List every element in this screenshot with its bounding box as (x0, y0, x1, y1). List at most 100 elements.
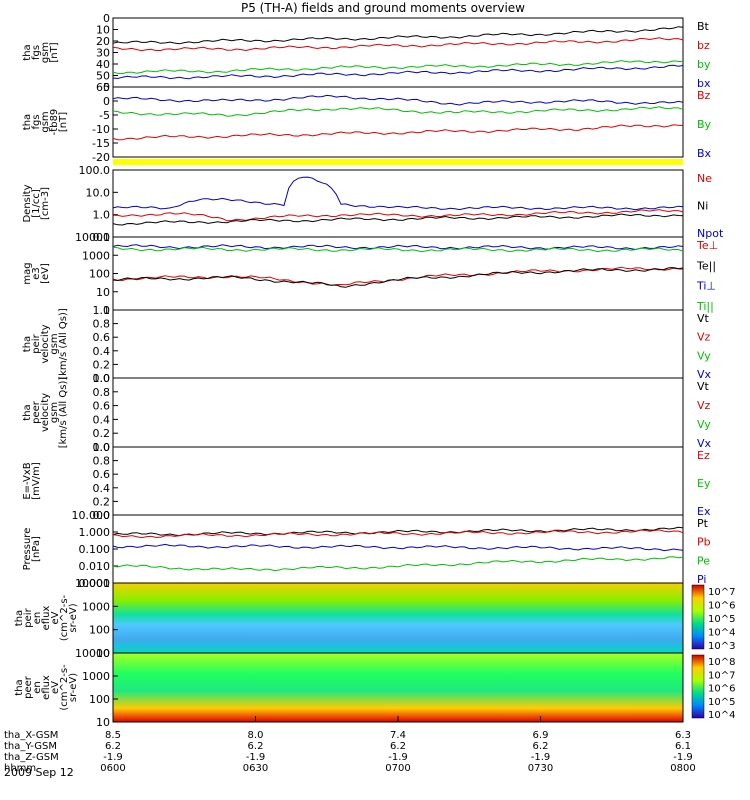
y-tick-label: 10 (96, 647, 110, 660)
y-axis-label: en (32, 612, 43, 625)
panel-frame (112, 86, 684, 158)
x-axis-value: 0600 (100, 763, 125, 774)
y-tick-label: 10.000 (72, 509, 111, 522)
x-axis-value: 6.9 (533, 730, 549, 741)
legend-item: Ey (697, 477, 711, 490)
legend-item: Pi (697, 573, 706, 586)
x-axis-value: -1.9 (673, 752, 693, 763)
y-tick-label: 0.010 (79, 560, 111, 573)
x-axis-row-label: hhmm (4, 763, 36, 774)
y-tick-label: 0.1 (93, 231, 111, 244)
y-tick-label: 10000 (75, 577, 110, 590)
y-tick-label: -20 (92, 151, 110, 164)
y-axis-label: eV (50, 611, 61, 624)
panel-5: 1.00.80.60.40.20.0thapeervelocitygsm[km/… (22, 372, 712, 454)
x-axis-value: 8.5 (105, 730, 121, 741)
y-tick-label: 60 (96, 81, 110, 94)
y-tick-label: 1.0 (93, 372, 111, 385)
y-tick-label: 1 (103, 304, 110, 317)
y-axis-label: [1/cc] (31, 189, 42, 218)
legend-item: Ti⊥ (696, 280, 716, 293)
x-axis-value: 6.3 (675, 730, 691, 741)
date-label: 2009 Sep 12 (4, 766, 74, 779)
y-tick-label: 20 (96, 35, 110, 48)
legend-item: Ez (697, 449, 710, 462)
x-axis-value: -1.9 (531, 752, 551, 763)
x-axis-value: 7.4 (390, 730, 406, 741)
series-line-pb (112, 529, 684, 539)
y-axis-label: peer (31, 400, 42, 424)
legend-item: Vx (697, 368, 712, 381)
series-line-bx (112, 124, 684, 141)
colorbar-tick: 10^4 (708, 628, 735, 639)
y-axis-label: eflux (41, 606, 52, 631)
series-line-te (112, 246, 684, 253)
x-axis-value: -1.9 (388, 752, 408, 763)
panel-frame (112, 309, 684, 379)
y-axis-label: [cm-3] (40, 187, 51, 220)
panel-9: 10^8 10^7 10^6 10^5 10^4 10000 1000 100 10 thapee… (14, 647, 735, 729)
y-tick-label: 0.8 (93, 386, 111, 399)
y-axis-label: en (32, 681, 43, 694)
y-tick-label: 0.4 (93, 413, 111, 426)
y-tick-label: 0.001 (79, 577, 111, 590)
colorbar-tick: 10^7 (708, 587, 735, 598)
series-line-ti (112, 244, 684, 251)
legend-item: Ex (697, 505, 711, 518)
panel-7: 10.000 1.000 0.100 0.010 0.001 Pressure[nPa] P… (22, 509, 711, 590)
series-line-bz (112, 37, 684, 52)
y-tick-label: 0.6 (93, 468, 111, 481)
y-axis-label: sr-eV) (68, 673, 79, 702)
panel-frame (112, 377, 684, 448)
legend-item: Vz (697, 399, 711, 412)
y-axis-label: mag (22, 262, 33, 284)
y-axis-label: tha (22, 404, 33, 420)
legend-item: bx (697, 77, 711, 90)
y-tick-label: 0.2 (93, 427, 111, 440)
y-axis-label: eflux (41, 675, 52, 700)
y-axis-label: peer (23, 675, 34, 699)
x-axis-value: 0730 (528, 763, 553, 774)
spectrogram-8 (113, 583, 683, 653)
y-tick-label: 10 (96, 24, 110, 37)
series-line-by (112, 60, 684, 75)
series-line-bt (112, 26, 684, 45)
y-axis-label: -tb89 (49, 109, 60, 136)
x-axis-value: 0630 (243, 763, 268, 774)
series-line-pi (112, 543, 684, 552)
x-axis-row-label: tha_X-GSM (4, 730, 58, 741)
y-tick-label: -10 (92, 123, 110, 136)
series-line-pe (112, 556, 684, 572)
y-axis-label: velocity (40, 324, 51, 363)
x-axis-value: 0700 (385, 763, 410, 774)
y-axis-label: [mV/m] (31, 462, 42, 500)
y-axis-label: gsm (40, 42, 51, 63)
colorbar-tick: 10^8 (708, 657, 735, 668)
y-tick-label: 0.6 (93, 400, 111, 413)
series-line-pt (112, 526, 684, 537)
y-axis-label: tha (14, 679, 25, 695)
y-tick-label: 10.0 (86, 186, 111, 199)
legend-item: Vy (697, 418, 711, 431)
y-axis-label: [nT] (49, 42, 60, 62)
y-tick-label: -5 (99, 109, 110, 122)
colorbar-tick: 10^4 (708, 710, 735, 721)
y-tick-label: 10 (96, 716, 110, 729)
x-axis-value: 6.2 (533, 741, 549, 752)
y-tick-label: 0.8 (93, 455, 111, 468)
y-tick-label: 30 (96, 47, 110, 60)
legend-item: Bz (697, 89, 711, 102)
y-tick-label: 1.0 (93, 209, 111, 222)
legend-item: bz (697, 39, 710, 52)
y-tick-label: 50 (96, 70, 110, 83)
y-axis-label: tha (22, 114, 33, 130)
x-axis-value: 8.0 (248, 730, 264, 741)
y-tick-label: 10 (96, 286, 110, 299)
y-axis-label: tha (22, 336, 33, 352)
